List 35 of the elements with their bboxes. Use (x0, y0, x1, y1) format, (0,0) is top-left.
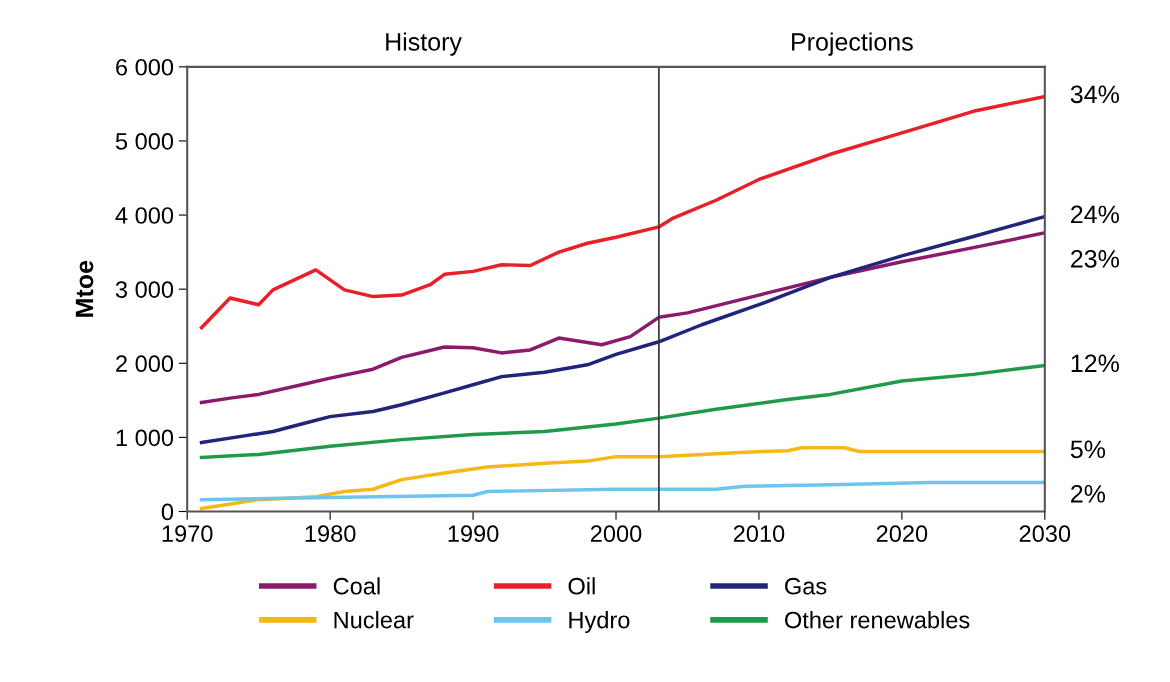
line-series (199, 94, 1045, 330)
y-tick-label: 3 000 (115, 281, 174, 298)
x-tick-label: 1970 (162, 525, 213, 543)
y-tick-label: 6 000 (116, 58, 174, 76)
legend-label: Coal (333, 577, 380, 595)
y-tick-label: 4 000 (115, 207, 174, 224)
line-series (199, 446, 1045, 511)
x-tick-label: 2020 (876, 525, 928, 543)
text: Projections (792, 32, 913, 56)
text: 2% (1071, 484, 1106, 503)
line-series (199, 231, 1045, 405)
text: 23% (1071, 250, 1119, 268)
text: 34% (1070, 85, 1119, 104)
legend-label: Oil (568, 577, 595, 595)
line-series (199, 214, 1045, 445)
text: 12% (1071, 354, 1119, 373)
y-axis-title: Mtoe (75, 260, 94, 317)
x-tick-label: 2030 (1019, 525, 1071, 543)
y-tick-label: 2 000 (116, 355, 174, 373)
x-tick-label: 1990 (448, 525, 499, 543)
text: History (386, 32, 462, 56)
y-tick-label: 5 000 (115, 133, 174, 150)
legend-label: Nuclear (334, 611, 414, 629)
x-tick-label: 2010 (733, 525, 785, 543)
y-tick-label: 1 000 (116, 429, 174, 447)
line-series (199, 363, 1045, 460)
x-tick-label: 2000 (590, 525, 642, 543)
text: 24% (1071, 205, 1119, 224)
x-tick-label: 1980 (305, 525, 356, 543)
legend-label: Other renewables (785, 611, 970, 629)
legend-label: Gas (785, 577, 827, 595)
text: 5% (1070, 440, 1106, 459)
legend-label: Hydro (569, 611, 630, 634)
y-tick-label: 0 (161, 503, 174, 521)
line-series (199, 480, 1045, 502)
